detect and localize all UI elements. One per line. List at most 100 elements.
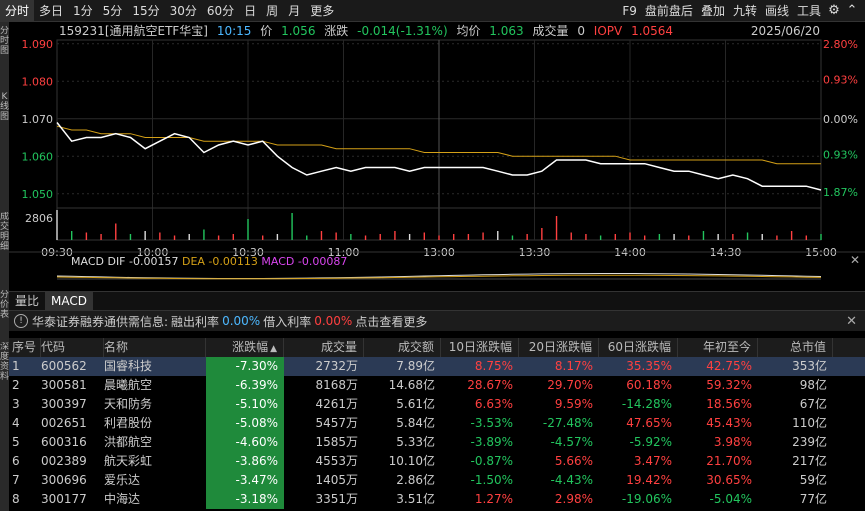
fin-rate-value: 0.00% — [222, 314, 261, 328]
cell-60d: 47.65% — [626, 416, 672, 430]
margin-info-banner[interactable]: ! 华泰证券融券通供需信息: 融出利率 0.00% 借入利率 0.00% 点击查… — [9, 311, 865, 331]
chevron-icon[interactable]: ⌃ — [846, 2, 858, 18]
header-change[interactable]: 涨跌幅 ▲ — [206, 338, 284, 357]
cell-name: 晨曦航空 — [104, 378, 153, 392]
cell-ytd: 3.98% — [713, 435, 752, 449]
tab-60min[interactable]: 60分 — [206, 3, 235, 18]
header-volume[interactable]: 成交量 — [284, 338, 364, 357]
table-row[interactable]: 8 300177 中海达 -3.18% 3351万 3.51亿 1.27% 2.98% -19.… — [9, 490, 865, 509]
cell-amount: 5.33亿 — [396, 435, 435, 449]
tab-macd[interactable]: MACD — [45, 292, 93, 311]
tab-multiday[interactable]: 多日 — [39, 3, 64, 18]
price-label: 价 — [260, 24, 273, 38]
table-row[interactable]: 1 600562 国睿科技 -7.30% 2732万 7.89亿 8.75% 8.17% 35.… — [9, 357, 865, 376]
price-line — [56, 122, 822, 191]
tab-day[interactable]: 日 — [244, 3, 257, 18]
pre-post-market-button[interactable]: 盘前盘后 — [644, 3, 693, 18]
volume-bar — [394, 231, 396, 240]
header-name[interactable]: 名称 — [104, 338, 206, 357]
volume-bar — [511, 235, 514, 240]
cell-change: -3.18% — [206, 490, 284, 509]
table-row[interactable]: 2 300581 晨曦航空 -6.39% 8168万 14.68亿 28.67% 29.70%… — [9, 376, 865, 395]
side-tab-price-table[interactable]: 分价表 — [0, 290, 9, 320]
cell-volume: 1405万 — [315, 473, 358, 487]
close-icon[interactable]: ✕ — [846, 313, 857, 329]
cell-amount: 10.10亿 — [388, 454, 435, 468]
y-tick-label: 1.080 — [22, 75, 54, 88]
volume-bar — [379, 234, 381, 240]
more-link[interactable]: 点击查看更多 — [355, 314, 428, 329]
table-row[interactable]: 7 300696 爱乐达 -3.47% 1405万 2.86亿 -1.50% -4.43% 19… — [9, 471, 865, 490]
f9-button[interactable]: F9 — [622, 3, 637, 18]
cell-10d: -0.87% — [470, 454, 513, 468]
tab-1min[interactable]: 1分 — [73, 3, 93, 18]
side-tab-deep-data[interactable]: 深度资料 — [0, 342, 9, 382]
cell-10d: 28.67% — [467, 378, 513, 392]
tab-15min[interactable]: 15分 — [132, 3, 160, 18]
cell-mcap: 110亿 — [792, 416, 827, 430]
cell-ytd: 42.75% — [706, 359, 752, 373]
tools-button[interactable]: 工具 — [796, 3, 821, 18]
header-ytd[interactable]: 年初至今 — [678, 338, 758, 357]
header-amount[interactable]: 成交额 — [364, 338, 441, 357]
draw-line-button[interactable]: 画线 — [764, 3, 789, 18]
volume-bar — [408, 234, 411, 240]
header-10d[interactable]: 10日涨跌幅 — [441, 338, 519, 357]
volume-bar — [702, 231, 705, 240]
volume-bar — [673, 234, 675, 240]
cell-code: 300177 — [41, 492, 87, 506]
tab-month[interactable]: 月 — [288, 3, 301, 18]
table-row[interactable]: 5 600316 洪都航空 -4.60% 1585万 5.33亿 -3.89% -4.57% -… — [9, 433, 865, 452]
tab-intraday[interactable]: 分时 — [0, 0, 35, 22]
macd-value: -0.00087 — [294, 255, 347, 268]
borrow-rate-label: 借入利率 — [263, 314, 312, 329]
volume-bar — [805, 235, 808, 240]
quote-info-bar: 159231[通用航空ETF华宝] 10:15 价 1.056 涨跌 -0.01… — [59, 22, 678, 40]
tab-volume-ratio[interactable]: 量比 — [15, 294, 40, 308]
volume-bar — [717, 234, 719, 240]
overlay-button[interactable]: 叠加 — [700, 3, 725, 18]
volume-bar — [688, 235, 690, 240]
table-row[interactable]: 6 002389 航天彩虹 -3.86% 4553万 10.10亿 -0.87% 5.66% 3… — [9, 452, 865, 471]
gear-icon[interactable]: ⚙ — [828, 2, 840, 18]
cell-20d: 2.98% — [554, 492, 593, 506]
side-tab-trades[interactable]: 成交明细 — [0, 212, 9, 252]
intraday-chart[interactable]: 159231[通用航空ETF华宝] 10:15 价 1.056 涨跌 -0.01… — [9, 22, 865, 291]
volume-label: 成交量 — [532, 24, 569, 38]
price-value: 1.056 — [281, 24, 316, 38]
header-60d[interactable]: 60日涨跌幅 — [599, 338, 678, 357]
cell-mcap: 67亿 — [799, 397, 827, 411]
tab-30min[interactable]: 30分 — [169, 3, 197, 18]
volume-bar — [585, 234, 587, 240]
cell-change: -7.30% — [206, 357, 284, 376]
cell-mcap: 239亿 — [792, 435, 827, 449]
volume-bar — [364, 235, 367, 240]
tab-week[interactable]: 周 — [266, 3, 279, 18]
volume-bar — [467, 234, 470, 240]
tab-5min[interactable]: 5分 — [102, 3, 123, 18]
close-icon: ✕ — [850, 253, 860, 267]
table-row[interactable]: 4 002651 利君股份 -5.08% 5457万 5.84亿 -3.53% -27.48%… — [9, 414, 865, 433]
header-code[interactable]: 代码 — [41, 338, 104, 357]
volume-bar — [159, 232, 161, 240]
table-row[interactable]: 3 300397 天和防务 -5.10% 4261万 5.61亿 6.63% 9.59% -14… — [9, 395, 865, 414]
nine-turn-button[interactable]: 九转 — [732, 3, 757, 18]
header-idx[interactable]: 序号 — [9, 338, 41, 357]
avg-label: 均价 — [456, 24, 481, 38]
cell-ytd: 59.32% — [706, 378, 752, 392]
side-tab-intraday[interactable]: 分时图 — [0, 26, 9, 56]
header-20d[interactable]: 20日涨跌幅 — [519, 338, 599, 357]
header-mcap[interactable]: 总市值 — [758, 338, 833, 357]
volume-bar — [482, 232, 484, 240]
period-tabs: 分时 多日 1分 5分 15分 30分 60分 日 周 月 更多 — [0, 0, 339, 22]
side-tab-kline[interactable]: K线图 — [0, 92, 9, 122]
cell-mcap: 353亿 — [792, 359, 827, 373]
cell-idx: 3 — [12, 397, 20, 411]
volume-bar — [129, 234, 132, 240]
volume-bar — [629, 232, 631, 240]
tab-more[interactable]: 更多 — [310, 3, 335, 18]
volume-bar — [217, 235, 220, 240]
cell-60d: 60.18% — [626, 378, 672, 392]
macd-label-row: MACD DIF -0.00157 DEA -0.00113 MACD -0.0… — [71, 255, 347, 268]
cell-20d: -4.43% — [550, 473, 593, 487]
